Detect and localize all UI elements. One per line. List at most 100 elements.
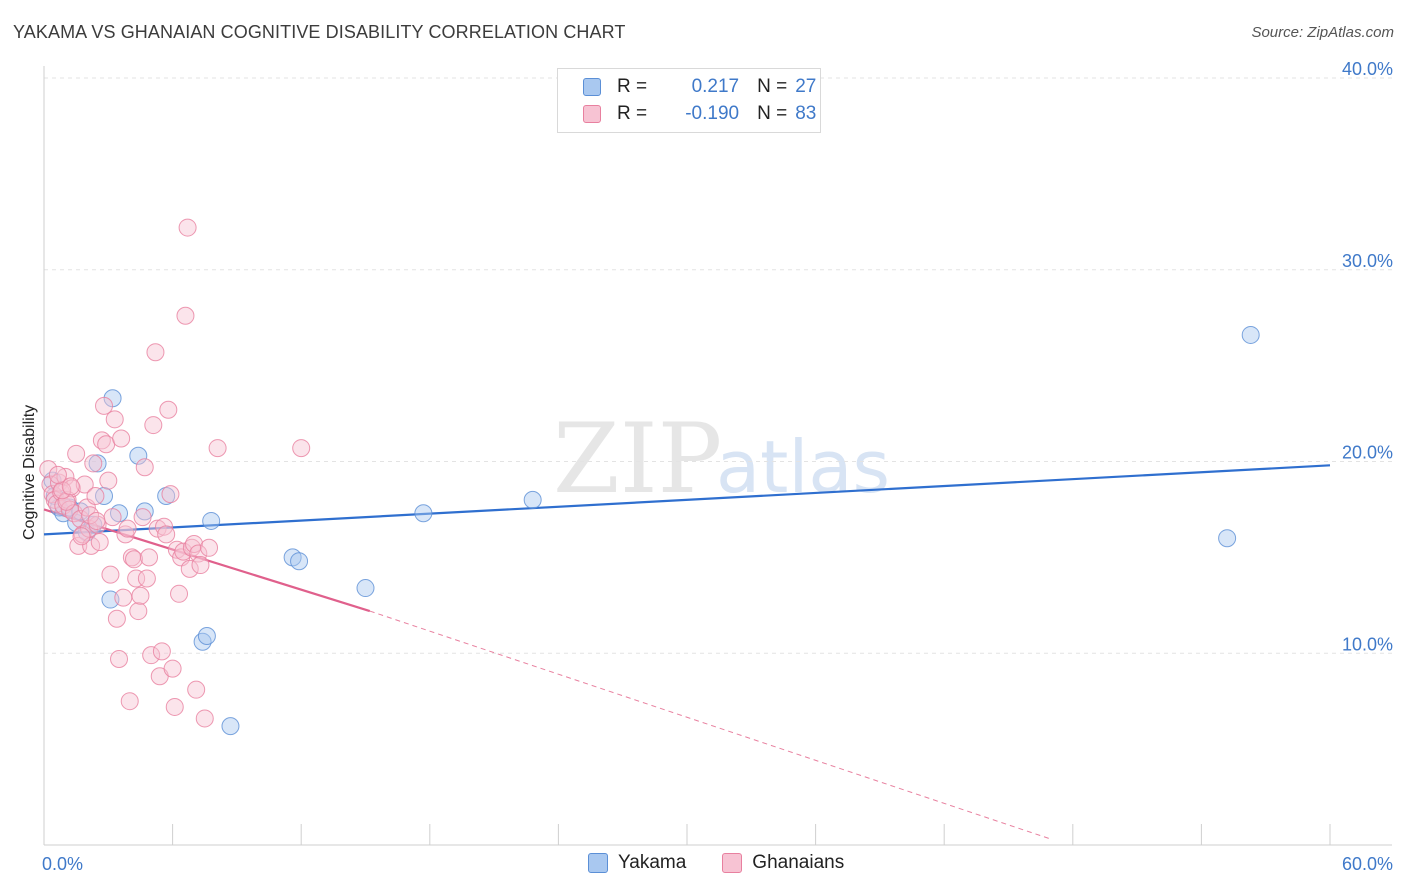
point-ghanaians bbox=[165, 697, 184, 716]
source-label: Source: ZipAtlas.com bbox=[1251, 24, 1394, 41]
point-ghanaians bbox=[87, 511, 106, 530]
point-ghanaians bbox=[185, 534, 204, 553]
point-ghanaians bbox=[191, 556, 210, 575]
point-ghanaians bbox=[95, 396, 114, 415]
trendline-yakama bbox=[43, 464, 1331, 536]
point-ghanaians bbox=[101, 565, 120, 584]
point-ghanaians bbox=[125, 550, 144, 569]
y-axis-label: Cognitive Disability bbox=[21, 405, 38, 540]
point-ghanaians bbox=[110, 650, 129, 669]
point-ghanaians bbox=[159, 400, 178, 419]
legend-row-yakama: R = 0.217 N = 27 bbox=[583, 75, 816, 99]
point-ghanaians bbox=[148, 519, 167, 538]
legend-r-label: R = bbox=[617, 76, 648, 97]
point-ghanaians bbox=[56, 467, 75, 486]
point-ghanaians bbox=[133, 508, 152, 527]
point-ghanaians bbox=[84, 454, 103, 473]
point-yakama bbox=[88, 454, 107, 473]
point-yakama bbox=[202, 511, 221, 530]
legend-r-value: -0.190 bbox=[685, 103, 740, 124]
legend-swatch-yakama bbox=[588, 853, 608, 873]
point-ghanaians bbox=[144, 416, 163, 435]
point-ghanaians bbox=[118, 519, 137, 538]
y-tick-label: 20.0% bbox=[1342, 443, 1393, 463]
point-ghanaians bbox=[146, 343, 165, 362]
point-ghanaians bbox=[90, 533, 109, 552]
y-tick-label: 30.0% bbox=[1342, 251, 1393, 271]
legend-label-yakama: Yakama bbox=[618, 852, 687, 873]
point-ghanaians bbox=[200, 538, 219, 557]
point-ghanaians bbox=[67, 444, 86, 463]
point-ghanaians bbox=[39, 460, 58, 479]
point-yakama bbox=[523, 490, 542, 509]
legend-row-ghanaians: R = -0.190 N = 83 bbox=[583, 102, 816, 126]
point-ghanaians bbox=[292, 439, 311, 458]
point-ghanaians bbox=[178, 218, 197, 237]
point-ghanaians bbox=[99, 471, 118, 490]
point-yakama bbox=[1241, 325, 1260, 344]
y-tick-label: 10.0% bbox=[1342, 634, 1393, 654]
legend-item-ghanaians[interactable]: Ghanaians bbox=[722, 852, 844, 874]
point-ghanaians bbox=[195, 709, 214, 728]
point-ghanaians bbox=[97, 435, 116, 454]
point-ghanaians bbox=[137, 569, 156, 588]
point-ghanaians bbox=[157, 525, 176, 544]
point-ghanaians bbox=[155, 517, 174, 536]
tick-labels: 10.0% 20.0% 30.0% 40.0% 0.0% 60.0% bbox=[42, 59, 1393, 874]
point-ghanaians bbox=[75, 475, 94, 494]
axes bbox=[43, 66, 1392, 846]
point-ghanaians bbox=[187, 680, 206, 699]
point-ghanaians bbox=[189, 544, 208, 563]
stats-legend: R = 0.217 N = 27 R = -0.190 N = 83 bbox=[557, 68, 821, 133]
point-ghanaians bbox=[120, 692, 139, 711]
point-yakama bbox=[414, 504, 433, 523]
point-ghanaians bbox=[82, 536, 101, 555]
point-ghanaians bbox=[152, 642, 171, 661]
point-ghanaians bbox=[61, 477, 80, 496]
point-ghanaians bbox=[86, 487, 105, 506]
x-tick-label: 0.0% bbox=[42, 854, 83, 874]
point-yakama bbox=[356, 579, 375, 598]
point-ghanaians bbox=[112, 429, 131, 448]
series-legend: Yakama Ghanaians bbox=[588, 852, 880, 874]
point-ghanaians bbox=[127, 569, 146, 588]
point-ghanaians bbox=[135, 458, 154, 477]
point-yakama bbox=[290, 552, 309, 571]
point-ghanaians bbox=[208, 439, 227, 458]
point-ghanaians bbox=[114, 588, 133, 607]
point-ghanaians bbox=[170, 584, 189, 603]
point-ghanaians bbox=[180, 559, 199, 578]
legend-swatch-ghanaians bbox=[722, 853, 743, 873]
point-ghanaians bbox=[131, 586, 150, 605]
point-yakama bbox=[221, 717, 240, 736]
point-ghanaians bbox=[69, 536, 88, 555]
legend-label-ghanaians: Ghanaians bbox=[752, 852, 845, 873]
data-points bbox=[39, 218, 1260, 736]
legend-n-label: N = bbox=[757, 103, 788, 124]
point-ghanaians bbox=[129, 602, 148, 621]
point-ghanaians bbox=[163, 659, 182, 678]
point-yakama bbox=[129, 446, 148, 465]
point-ghanaians bbox=[103, 508, 122, 527]
legend-n-value: 83 bbox=[795, 103, 817, 124]
trendlines bbox=[43, 464, 1331, 840]
watermark: ZIP atlas bbox=[553, 403, 890, 515]
point-ghanaians bbox=[80, 519, 99, 538]
x-tick-label: 60.0% bbox=[1342, 854, 1393, 874]
chart-title: YAKAMA VS GHANAIAN COGNITIVE DISABILITY … bbox=[13, 22, 626, 42]
legend-r-label: R = bbox=[617, 103, 648, 124]
legend-swatch-yakama bbox=[583, 78, 601, 96]
point-ghanaians bbox=[176, 306, 195, 325]
point-ghanaians bbox=[142, 646, 161, 665]
point-ghanaians bbox=[48, 465, 67, 484]
legend-n-label: N = bbox=[757, 76, 788, 97]
point-ghanaians bbox=[140, 548, 159, 567]
watermark-zip: ZIP bbox=[553, 403, 722, 515]
legend-r-value: 0.217 bbox=[691, 76, 740, 97]
point-ghanaians bbox=[174, 542, 193, 561]
trendline-ghanaians-extension bbox=[369, 610, 1052, 840]
legend-item-yakama[interactable]: Yakama bbox=[588, 852, 686, 874]
y-tick-label: 40.0% bbox=[1342, 59, 1393, 79]
gridlines bbox=[44, 77, 1392, 654]
